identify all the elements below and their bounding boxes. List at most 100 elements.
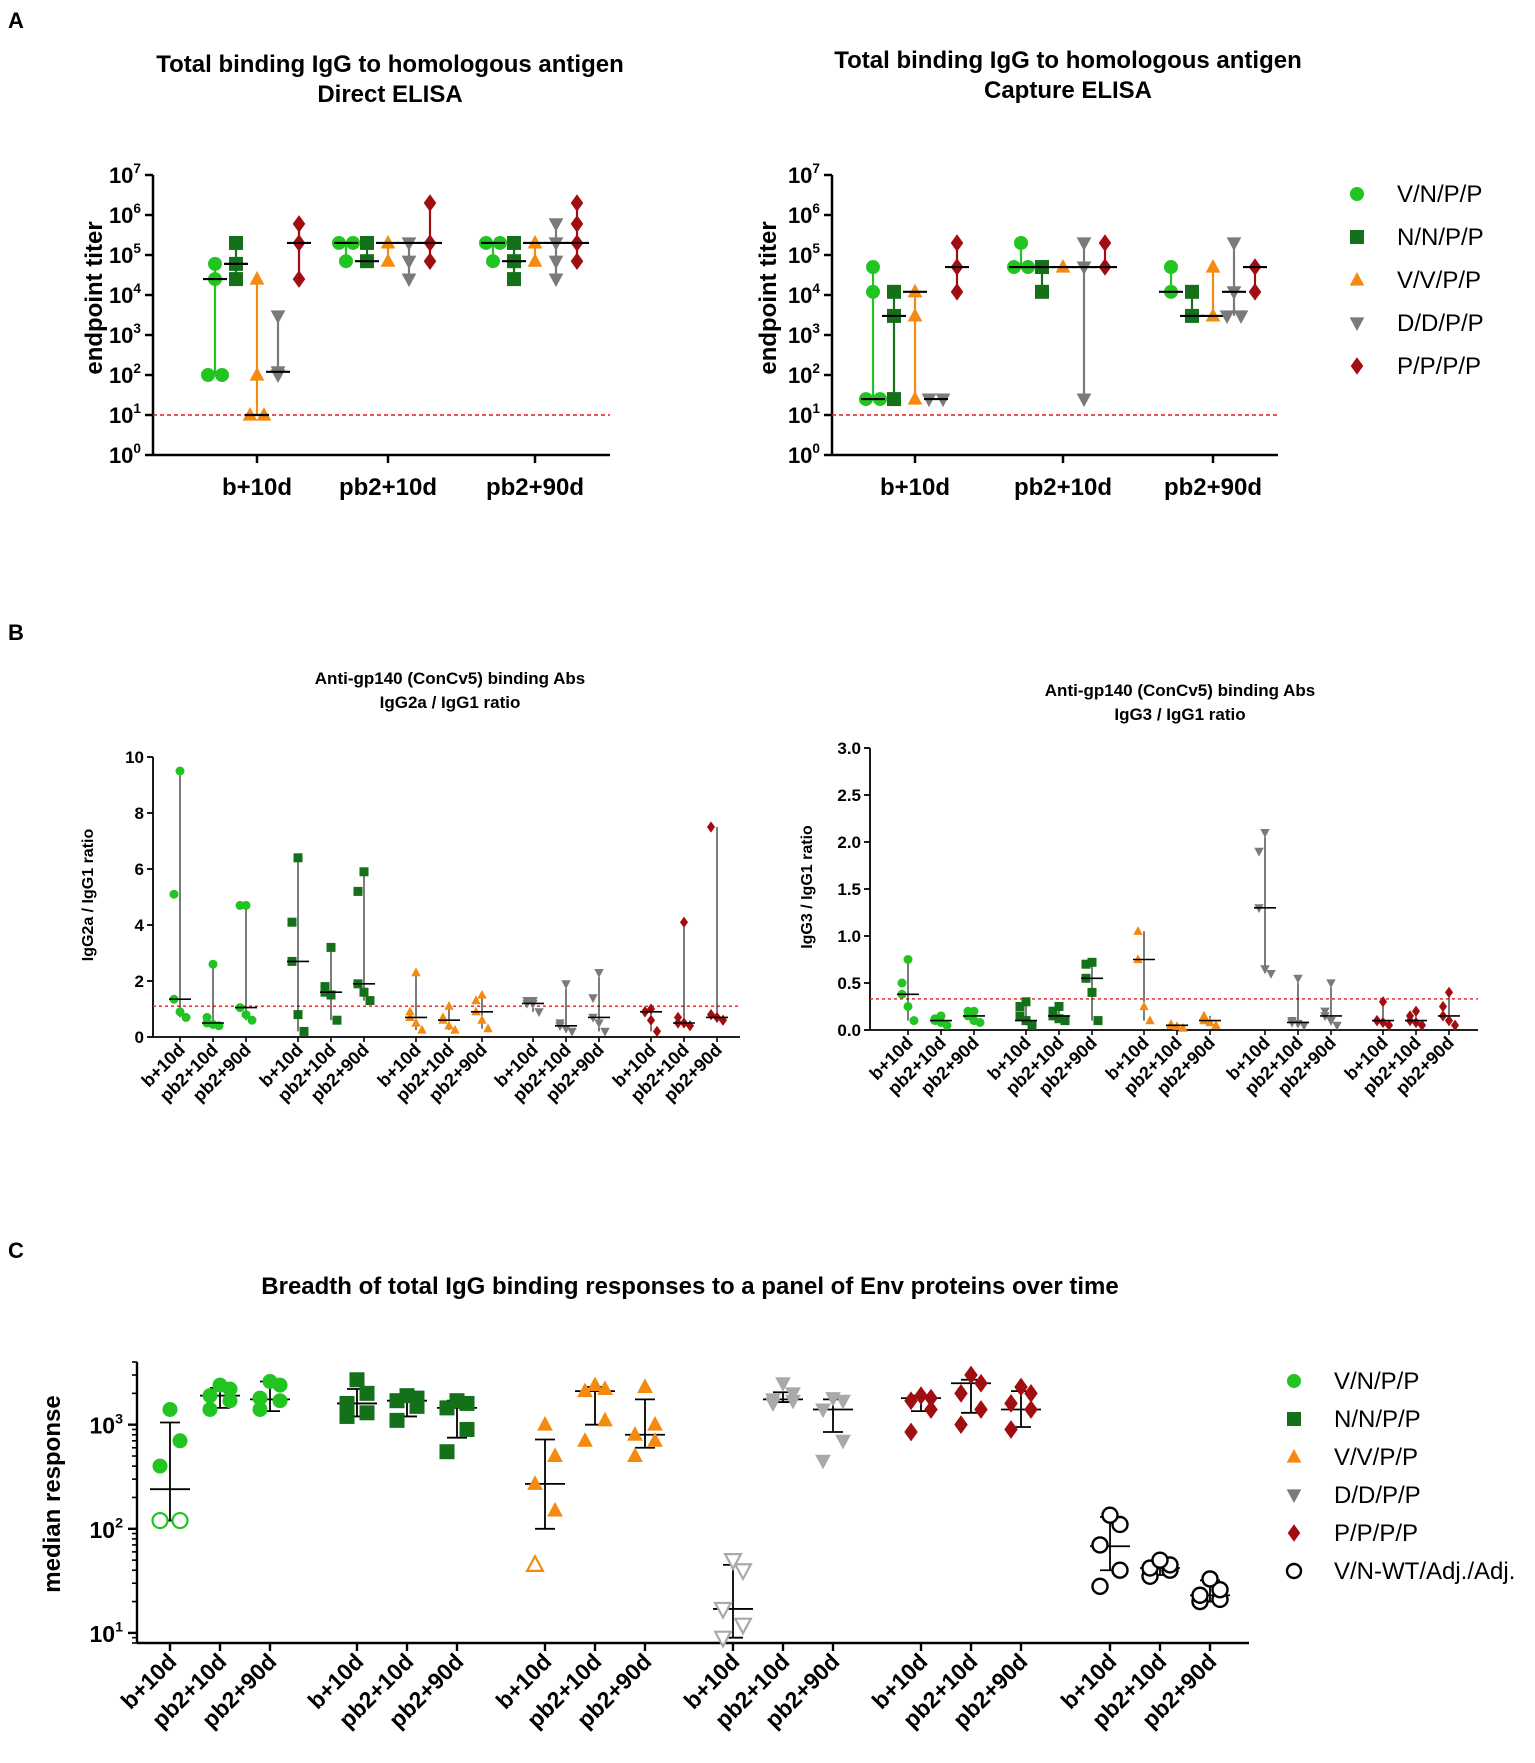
series-group [405, 967, 427, 1034]
chart-b1-igg2a-ratio: Anti-gp140 (ConCv5) binding Abs IgG2a / … [80, 669, 740, 1106]
data-point [449, 1393, 465, 1409]
legend-label: V/V/P/P [1397, 267, 1481, 294]
legend-a: V/N/P/P N/N/P/P V/V/P/P D/D/P/P P/P/P/P [1349, 181, 1484, 380]
data-point [555, 1019, 565, 1029]
data-point [1076, 237, 1092, 252]
series-group [250, 1373, 290, 1417]
data-point [597, 1411, 613, 1427]
data-point [570, 194, 584, 212]
legend-marker [1287, 1524, 1301, 1542]
data-point [444, 1020, 454, 1030]
data-point [646, 1003, 656, 1015]
data-point [547, 1447, 563, 1463]
series-group [763, 1377, 803, 1413]
data-point [1191, 1586, 1209, 1604]
data-point [389, 1412, 405, 1428]
chart-a2-capture-elisa: Total binding IgG to homologous antigen … [755, 47, 1302, 501]
data-point [528, 997, 538, 1006]
y-tick-label: 2.0 [837, 833, 861, 852]
panel-label-b: B [8, 620, 24, 645]
data-point [181, 1012, 191, 1022]
data-point [785, 1387, 801, 1402]
data-point [921, 393, 937, 408]
data-point [151, 1511, 169, 1530]
data-point [815, 1454, 831, 1470]
series-group [921, 393, 951, 408]
data-point [1004, 1394, 1018, 1413]
y-tick-label: 100 [788, 441, 820, 468]
series-group [337, 1372, 377, 1424]
legend-marker [1350, 230, 1364, 244]
legend-marker [1350, 187, 1364, 201]
data-point [483, 1023, 493, 1033]
data-point [1164, 260, 1178, 275]
data-point [1378, 1016, 1388, 1029]
data-point [1201, 1570, 1219, 1588]
panel-label-c: C [8, 1238, 24, 1263]
data-point [1326, 979, 1336, 989]
data-point [969, 1006, 979, 1016]
series-group [242, 271, 272, 421]
series-group [1372, 996, 1394, 1031]
data-point [548, 237, 564, 252]
data-point [974, 1400, 988, 1419]
data-point [438, 1012, 448, 1021]
y-tick-label: 102 [109, 361, 141, 388]
data-point [527, 253, 543, 267]
data-point [1145, 1015, 1155, 1025]
series-group [1015, 997, 1037, 1030]
data-point [326, 990, 336, 1000]
series-group [1190, 1570, 1230, 1611]
data-point [866, 284, 880, 299]
chart-c-title: Breadth of total IgG binding responses t… [261, 1273, 1118, 1300]
data-point [570, 252, 584, 270]
y-tick-label: 101 [109, 401, 141, 428]
data-point [249, 271, 265, 285]
data-point [588, 994, 598, 1003]
data-point [547, 1501, 563, 1517]
y-tick-label: 2 [135, 972, 144, 991]
chart-a2-ylabel: endpoint titer [755, 221, 782, 374]
series-group [1438, 986, 1460, 1031]
x-tick-label: pb2+90d [486, 474, 584, 501]
data-point [349, 1372, 365, 1388]
data-point [1139, 1001, 1149, 1011]
legend-label: P/P/P/P [1334, 1520, 1418, 1547]
series-group [437, 1393, 477, 1460]
data-point [1326, 1017, 1336, 1026]
data-point [950, 283, 964, 301]
chart-b1-title-line2: IgG2a / IgG1 ratio [380, 693, 521, 712]
series-group [397, 237, 421, 288]
data-point [904, 1391, 918, 1411]
data-point [1211, 1020, 1221, 1029]
data-point [353, 886, 363, 896]
series-group [332, 235, 360, 269]
data-point [365, 996, 375, 1006]
chart-a2-title-line2: Capture ELISA [984, 77, 1152, 104]
series-group [1093, 234, 1117, 276]
y-tick-label: 101 [788, 401, 820, 428]
data-point [1166, 1019, 1176, 1028]
data-point [241, 1010, 251, 1020]
legend-c: V/N/P/P N/N/P/P V/V/P/P D/D/P/P P/P/P/P V/N-W… [1285, 1368, 1515, 1585]
chart-a2-title-line1: Total binding IgG to homologous antigen [834, 47, 1301, 74]
data-point [241, 900, 251, 910]
chart-b2-igg3-ratio: Anti-gp140 (ConCv5) binding Abs IgG3 / I… [799, 681, 1478, 1099]
data-point [887, 392, 901, 407]
series-group [287, 215, 311, 288]
data-point [1287, 1017, 1297, 1026]
series-group [706, 821, 728, 1026]
series-group [588, 969, 610, 1037]
series-group [859, 260, 887, 407]
data-point [1015, 1011, 1025, 1021]
axes: 100 101 102 103 104 105 106 107 b+10d pb2+10d pb2+… [109, 161, 610, 501]
data-point [252, 1390, 268, 1406]
data-point [935, 393, 951, 408]
data-point [360, 235, 374, 250]
chart-c-ylabel: median response [39, 1395, 66, 1592]
data-point [525, 1553, 545, 1573]
series-group [471, 989, 493, 1033]
data-point [1332, 1021, 1342, 1031]
chart-a1-title-line2: Direct ELISA [317, 81, 462, 108]
